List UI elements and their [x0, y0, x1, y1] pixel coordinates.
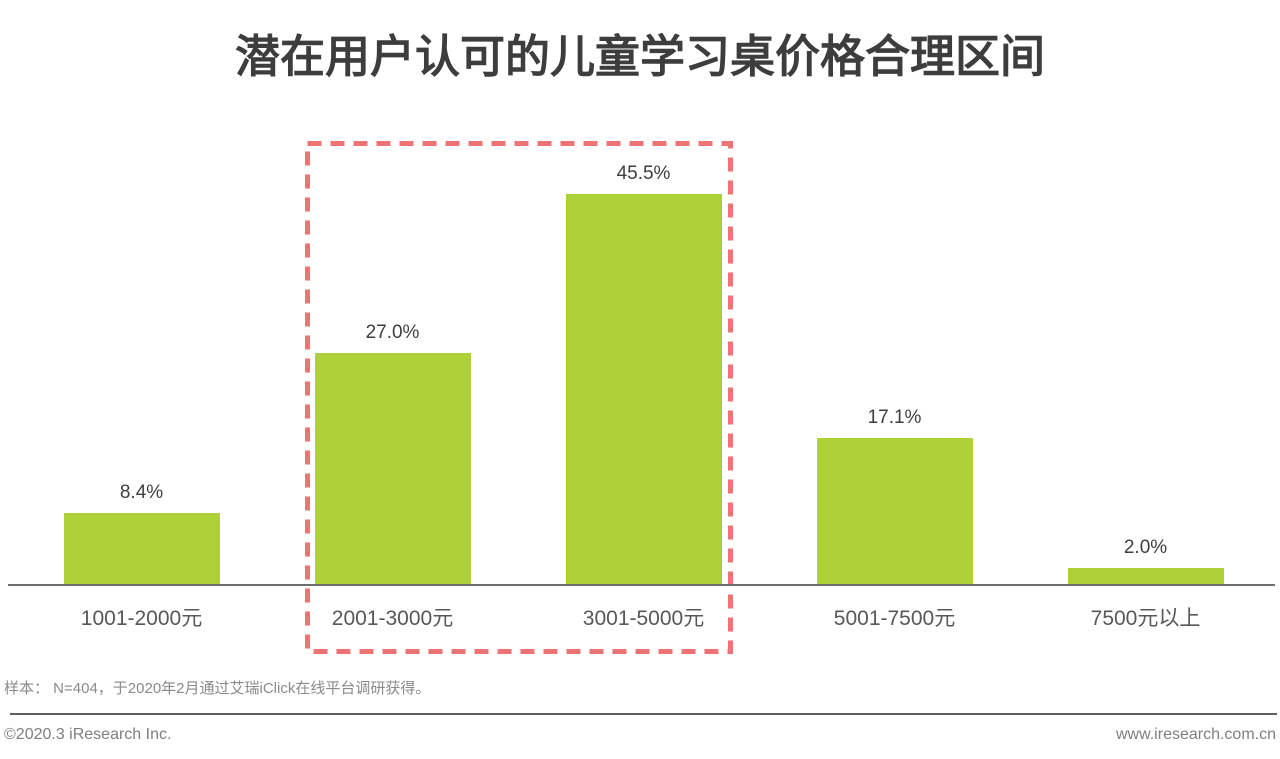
bar-value-label: 17.1% — [867, 407, 922, 428]
bar-value-label: 27.0% — [365, 322, 420, 343]
category-label: 5001-7500元 — [833, 607, 956, 630]
bar — [63, 513, 220, 585]
bar-group: 2.0% 7500元以上 — [1020, 130, 1271, 630]
footer-divider — [10, 713, 1277, 715]
footer: ©2020.3 iResearch Inc. www.iresearch.com… — [4, 726, 1276, 744]
bars-container: 8.4% 1001-2000元 27.0% 2001-3000元 45.5% 3001-5… — [16, 130, 1271, 630]
bar-value-label: 2.0% — [1123, 537, 1168, 558]
bar-group: 17.1% 5001-7500元 — [769, 130, 1020, 630]
bar-value-label: 45.5% — [616, 163, 671, 184]
bar — [816, 438, 973, 585]
bar-value-label: 8.4% — [119, 482, 164, 503]
highlight-dashed-box — [305, 141, 733, 654]
category-label: 7500元以上 — [1090, 607, 1201, 630]
sample-note: 样本： N=404，于2020年2月通过艾瑞iClick在线平台调研获得。 — [4, 680, 431, 697]
bar-group: 8.4% 1001-2000元 — [16, 130, 267, 630]
copyright-text: ©2020.3 iResearch Inc. — [4, 726, 172, 743]
bar-chart: 8.4% 1001-2000元 27.0% 2001-3000元 45.5% 3001-5… — [8, 130, 1275, 654]
x-axis-line — [8, 584, 1275, 586]
bar-group: 27.0% 2001-3000元 — [267, 130, 518, 630]
category-label: 1001-2000元 — [80, 607, 203, 630]
bar — [1067, 568, 1224, 585]
bar — [314, 353, 471, 585]
website-link[interactable]: www.iresearch.com.cn — [1115, 726, 1276, 743]
category-label: 2001-3000元 — [331, 607, 454, 630]
bar — [565, 194, 722, 585]
chart-title: 潜在用户认可的儿童学习桌价格合理区间 — [234, 31, 1045, 82]
bar-group: 45.5% 3001-5000元 — [518, 130, 769, 630]
category-label: 3001-5000元 — [582, 607, 705, 630]
